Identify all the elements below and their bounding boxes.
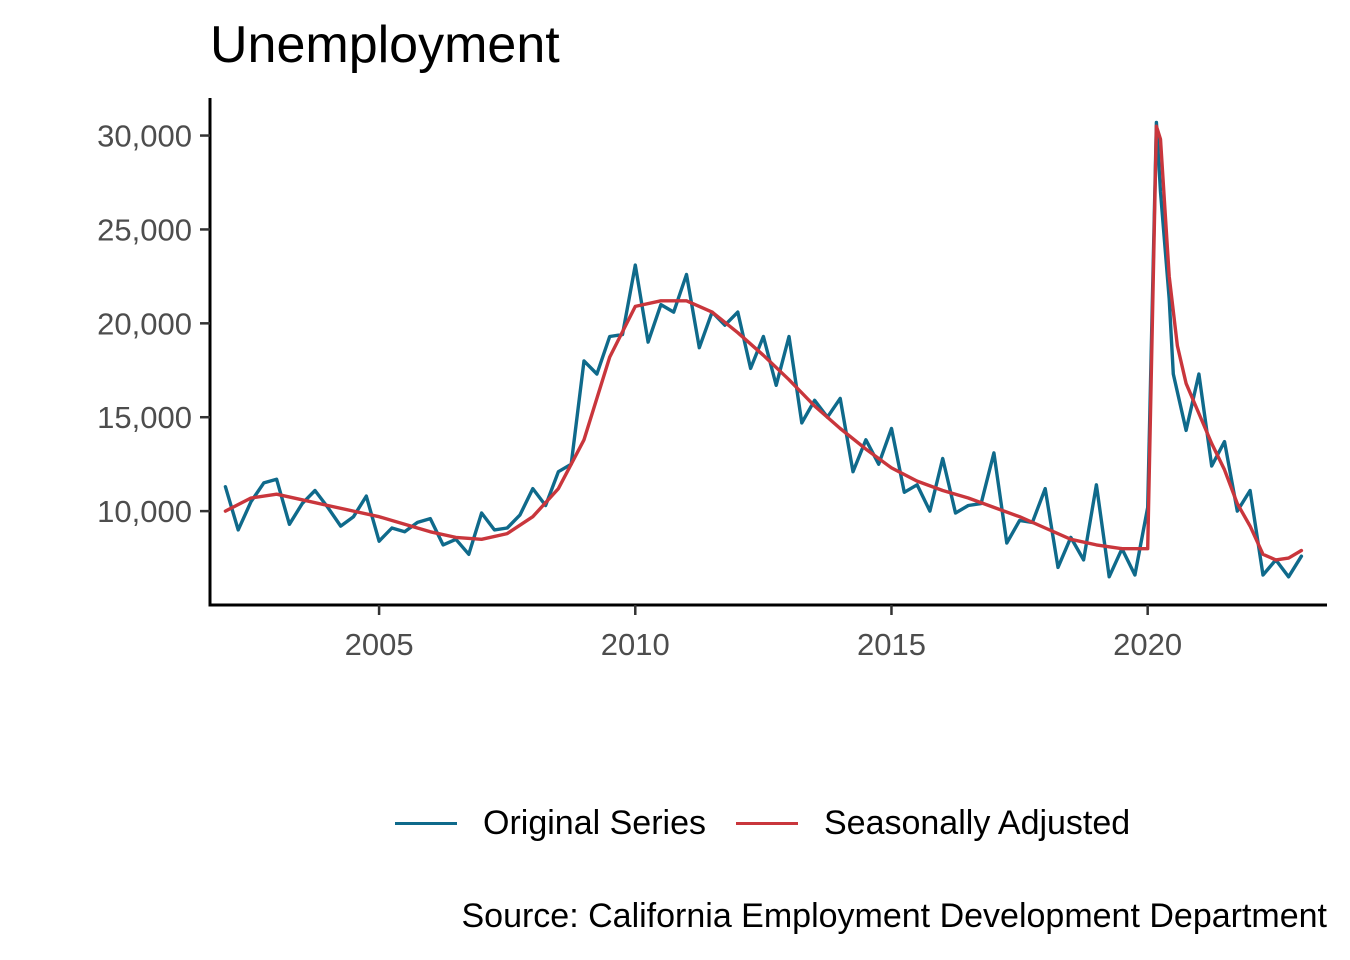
source-caption: Source: California Employment Developmen… (461, 897, 1327, 935)
x-tick-label: 2005 (345, 627, 414, 662)
x-tick-label: 2020 (1113, 627, 1182, 662)
legend-swatch-seasonally-adjusted (735, 821, 798, 825)
y-tick-label: 10,000 (97, 494, 192, 529)
y-tick-label: 15,000 (97, 400, 192, 435)
legend-label-seasonally-adjusted: Seasonally Adjusted (823, 803, 1131, 842)
series-layer (223, 120, 1304, 579)
chart-title: Unemployment (210, 16, 560, 74)
y-tick-label: 25,000 (97, 212, 192, 247)
axes-layer: 10,000 15,000 20,000 25,000 30,000 2005 2010 20… (97, 98, 1327, 662)
legend-item-seasonally-adjusted[interactable]: Seasonally Adjusted (735, 803, 1131, 843)
x-tick-label: 2015 (857, 627, 926, 662)
x-tick-label: 2010 (601, 627, 670, 662)
legend-label-original-series: Original Series (483, 803, 706, 842)
legend: Original Series Seasonally Adjusted (395, 800, 1160, 846)
series-line-seasonally-adjusted[interactable] (223, 124, 1304, 562)
series-line-original-series[interactable] (223, 120, 1304, 579)
legend-item-original-series[interactable]: Original Series (395, 804, 706, 843)
y-tick-label: 30,000 (97, 119, 192, 154)
legend-swatch-original-series (395, 821, 457, 825)
y-tick-label: 20,000 (97, 306, 192, 341)
